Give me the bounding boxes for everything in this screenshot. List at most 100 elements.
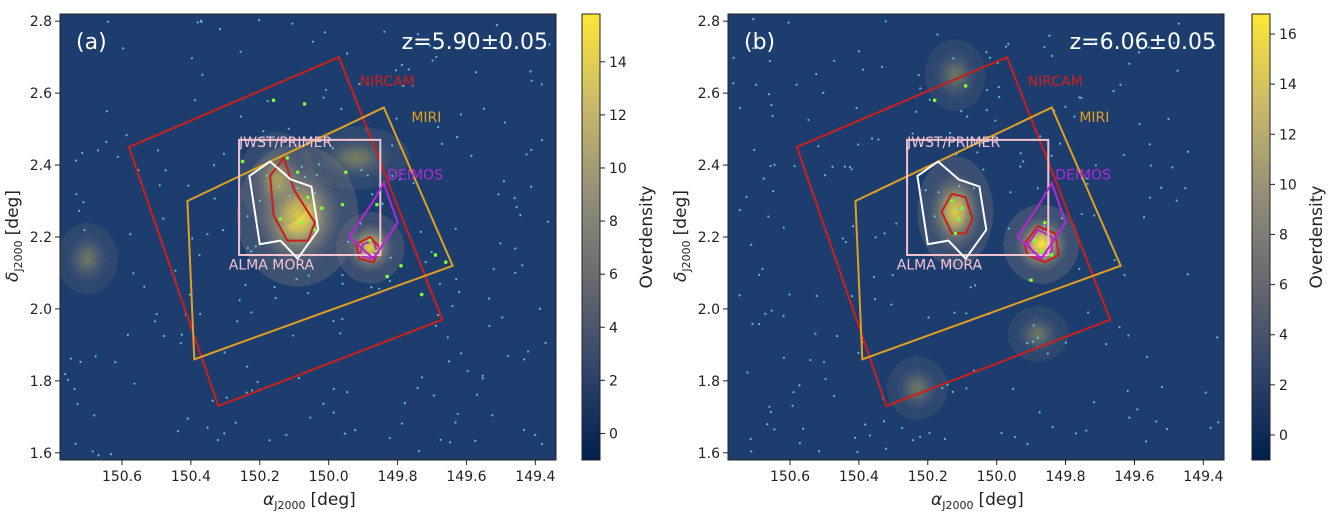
- colorbar-tick-label: 2: [1279, 378, 1288, 394]
- colorbar-tick-label: 12: [1279, 127, 1297, 143]
- field-galaxy-point: [332, 319, 335, 323]
- field-galaxy-point: [965, 387, 968, 390]
- field-galaxy-point: [1160, 186, 1163, 189]
- colorbar-tick-label: 10: [1279, 177, 1297, 193]
- field-galaxy-point: [988, 56, 992, 59]
- x-tick-label: 149.8: [1046, 469, 1086, 485]
- field-galaxy-point: [199, 312, 202, 316]
- member-galaxy-point: [950, 199, 954, 203]
- field-galaxy-point: [322, 96, 325, 99]
- field-galaxy-point: [391, 174, 394, 177]
- field-galaxy-point: [751, 47, 754, 50]
- colorbar-gradient: [581, 13, 601, 461]
- member-galaxy-point: [285, 156, 290, 160]
- field-galaxy-point: [977, 265, 980, 268]
- field-galaxy-point: [521, 264, 524, 267]
- field-galaxy-point: [1000, 431, 1003, 435]
- field-galaxy-point: [750, 243, 753, 246]
- field-galaxy-point: [757, 322, 761, 326]
- field-galaxy-point: [129, 232, 132, 236]
- field-galaxy-point: [79, 360, 82, 363]
- x-axis: 150.6 150.4 150.2 150.0 149.8 149.6 149.4: [770, 460, 1223, 485]
- field-galaxy-point: [833, 394, 836, 398]
- member-galaxy-point: [932, 98, 937, 103]
- field-galaxy-point: [768, 405, 771, 408]
- field-galaxy-point: [400, 422, 403, 425]
- field-galaxy-point: [861, 68, 864, 71]
- colorbar-tick-label: 8: [609, 214, 618, 230]
- field-galaxy-point: [836, 334, 839, 338]
- field-galaxy-point: [313, 192, 316, 195]
- field-galaxy-point: [522, 428, 526, 432]
- field-galaxy-point: [864, 423, 867, 426]
- density-peak: [933, 49, 978, 102]
- field-galaxy-point: [941, 387, 944, 390]
- colorbar-tick-label: 14: [1279, 77, 1297, 93]
- field-galaxy-point: [884, 447, 888, 450]
- colorbar-tick-label: 0: [609, 426, 618, 442]
- member-galaxy-point: [953, 231, 958, 236]
- field-galaxy-point: [1167, 117, 1170, 121]
- field-galaxy-point: [755, 83, 758, 86]
- field-galaxy-point: [928, 431, 931, 435]
- field-galaxy-point: [238, 299, 241, 302]
- field-galaxy-point: [791, 404, 794, 407]
- colorbar: 0 2 4 6 8 10 12 14 16 Overdensity: [1251, 13, 1327, 461]
- x-axis-label: αJ2000 [deg]: [263, 490, 356, 512]
- field-galaxy-point: [937, 191, 940, 194]
- field-galaxy-point: [877, 138, 880, 141]
- field-galaxy-point: [767, 93, 770, 96]
- field-galaxy-point: [1046, 352, 1049, 355]
- field-galaxy-point: [273, 285, 276, 289]
- x-tick-label: 149.6: [1114, 469, 1154, 485]
- colorbar-tick-label: 10: [609, 161, 627, 177]
- member-galaxy-point: [340, 202, 345, 207]
- field-galaxy-point: [1126, 389, 1129, 393]
- colorbar-label: Overdensity: [637, 186, 657, 289]
- field-galaxy-point: [746, 371, 749, 374]
- field-galaxy-point: [544, 341, 547, 344]
- field-galaxy-point: [1086, 182, 1089, 185]
- field-galaxy-point: [843, 165, 846, 168]
- field-galaxy-point: [795, 83, 798, 86]
- field-galaxy-point: [1026, 342, 1029, 345]
- field-galaxy-point: [74, 159, 78, 162]
- field-galaxy-point: [855, 107, 858, 110]
- field-galaxy-point: [162, 334, 166, 338]
- field-galaxy-point: [466, 369, 469, 373]
- field-galaxy-point: [1013, 435, 1017, 439]
- field-galaxy-point: [1058, 142, 1062, 145]
- field-galaxy-point: [73, 387, 76, 391]
- field-galaxy-point: [246, 215, 249, 218]
- field-galaxy-point: [514, 247, 517, 250]
- field-galaxy-point: [454, 227, 457, 230]
- field-galaxy-point: [1074, 432, 1077, 435]
- field-galaxy-point: [180, 333, 183, 336]
- field-galaxy-point: [1012, 387, 1015, 390]
- field-galaxy-point: [817, 450, 821, 453]
- field-galaxy-point: [126, 333, 129, 337]
- member-galaxy-point: [1039, 249, 1044, 254]
- field-galaxy-point: [449, 441, 452, 444]
- field-galaxy-point: [985, 51, 988, 54]
- field-galaxy-point: [1184, 187, 1187, 190]
- field-galaxy-point: [883, 232, 886, 235]
- density-peak: [1013, 215, 1069, 273]
- y-axis-label: δJ2000 [deg]: [671, 190, 693, 282]
- field-galaxy-point: [1166, 427, 1169, 431]
- footprint-label: DEIMOS: [387, 167, 443, 183]
- field-galaxy-point: [456, 412, 459, 416]
- field-galaxy-point: [265, 174, 268, 177]
- field-galaxy-point: [946, 383, 949, 386]
- field-galaxy-point: [297, 376, 301, 380]
- x-tick-label: 150.4: [171, 469, 211, 485]
- field-galaxy-point: [814, 332, 817, 335]
- field-galaxy-point: [1048, 34, 1051, 37]
- field-galaxy-point: [206, 233, 209, 236]
- footprint-label: JWST/PRIMER: [906, 135, 1000, 151]
- panel-a: NIRCAM MIRI JWST/PRIMER ALMA MORA DEIMOS (a)…: [3, 13, 657, 512]
- field-galaxy-point: [475, 393, 479, 396]
- member-galaxy-point: [368, 238, 372, 243]
- field-galaxy-point: [411, 84, 414, 87]
- field-galaxy-point: [447, 360, 451, 363]
